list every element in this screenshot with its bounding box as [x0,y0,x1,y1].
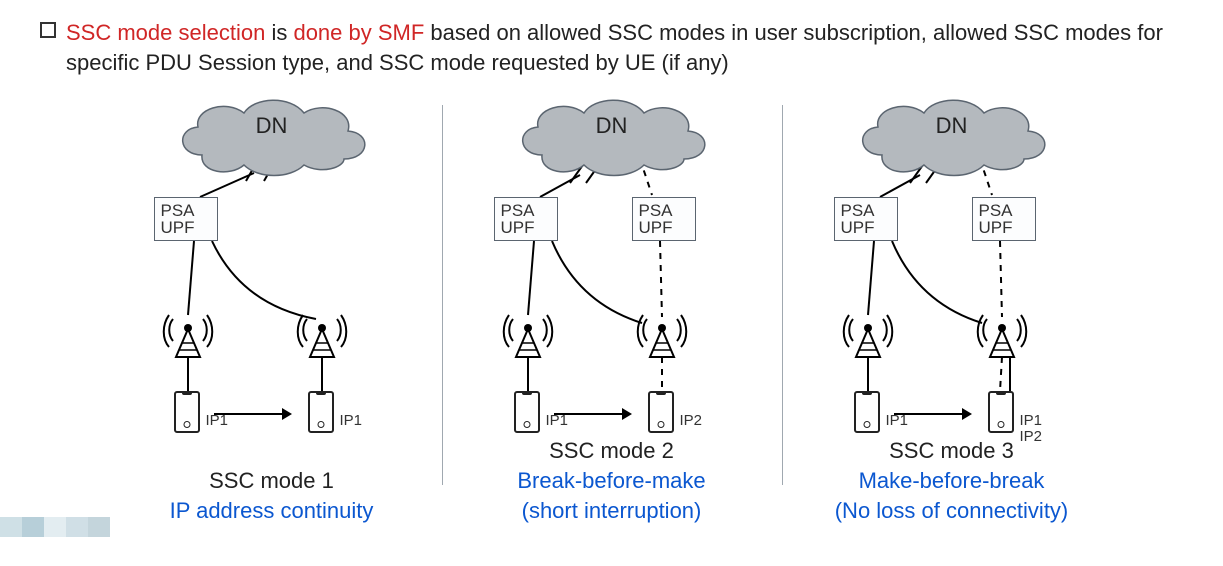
antenna-right [976,313,1028,361]
psa-line1: PSA [979,202,1013,220]
heading-part2: is [265,20,293,45]
psa-line1: PSA [639,202,673,220]
psa-line2: UPF [841,219,875,237]
panel-caption: SSC mode 1 IP address continuity [102,466,442,525]
dn-label: DN [512,113,712,139]
caption-title: SSC mode 3 [782,436,1122,466]
slide: SSC mode selection is done by SMF based … [0,0,1223,543]
caption-subtitle: Make-before-break (No loss of connectivi… [782,466,1122,525]
heading: SSC mode selection is done by SMF based … [40,18,1183,77]
psa-upf-left: PSAUPF [154,197,218,241]
panel-mode2: DN PSAUPF PSAUPF IP1IP2 SSC mode 2 Break… [442,95,782,525]
psa-line2: UPF [501,219,535,237]
bullet-icon [40,22,56,38]
move-arrow-icon [212,405,294,423]
antenna-left [502,313,554,361]
smudge-block [66,517,88,537]
ue-left [854,391,880,433]
smudge-block [88,517,110,537]
caption-title: SSC mode 1 [102,466,442,496]
ue-right [308,391,334,433]
caption-subtitle: IP address continuity [102,496,442,526]
heading-part3: done by SMF [293,20,424,45]
move-arrow-icon [552,405,634,423]
psa-line1: PSA [841,202,875,220]
ip-right: IP1 [340,413,363,429]
psa-upf-right: PSAUPF [632,197,696,241]
psa-upf-left: PSAUPF [834,197,898,241]
ue-right [648,391,674,433]
dn-label: DN [852,113,1052,139]
smudge-block [44,517,66,537]
psa-line2: UPF [639,219,673,237]
dn-cloud: DN [852,95,1052,180]
diagram-row: DN PSAUPF IP1IP1 SSC mode 1 IP address c… [40,95,1183,525]
caption-subtitle: Break-before-make (short interruption) [442,466,782,525]
ue-left [514,391,540,433]
psa-upf-right: PSAUPF [972,197,1036,241]
psa-line2: UPF [161,219,195,237]
panel-mode1: DN PSAUPF IP1IP1 SSC mode 1 IP address c… [102,95,442,525]
antenna-right [296,313,348,361]
heading-part1: SSC mode selection [66,20,265,45]
antenna-right [636,313,688,361]
psa-line1: PSA [501,202,535,220]
ip-right: IP2 [680,413,703,429]
dn-cloud: DN [172,95,372,180]
panel-mode3: DN PSAUPF PSAUPF IP1IP1 IP2 SSC mode 3 M… [782,95,1122,525]
smudge-block [22,517,44,537]
antenna-left [162,313,214,361]
smudge-block [0,517,22,537]
panel-caption: SSC mode 2 Break-before-make (short inte… [442,436,782,525]
psa-line2: UPF [979,219,1013,237]
panel-caption: SSC mode 3 Make-before-break (No loss of… [782,436,1122,525]
dn-label: DN [172,113,372,139]
psa-upf-left: PSAUPF [494,197,558,241]
footer-smudge [0,517,110,537]
caption-title: SSC mode 2 [442,436,782,466]
ue-left [174,391,200,433]
psa-line1: PSA [161,202,195,220]
antenna-left [842,313,894,361]
move-arrow-icon [892,405,974,423]
dn-cloud: DN [512,95,712,180]
ue-right [988,391,1014,433]
